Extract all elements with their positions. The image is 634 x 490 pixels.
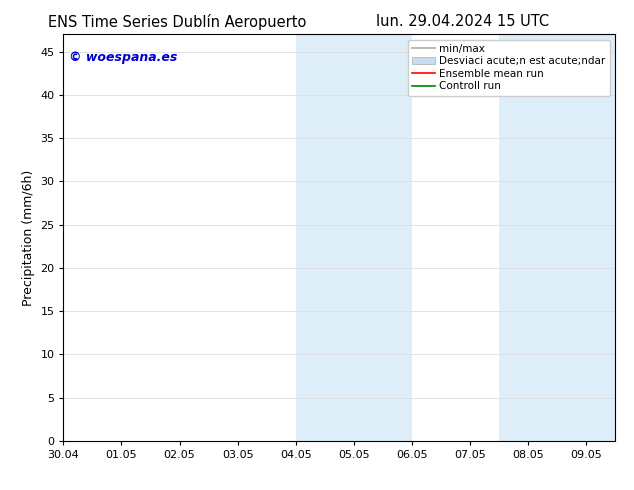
Y-axis label: Precipitation (mm/6h): Precipitation (mm/6h) (22, 170, 35, 306)
Bar (295, 34, 354, 441)
Bar (499, 34, 557, 441)
Text: © woespana.es: © woespana.es (69, 50, 178, 64)
Legend: min/max, Desviaci acute;n est acute;ndar, Ensemble mean run, Controll run: min/max, Desviaci acute;n est acute;ndar… (408, 40, 610, 96)
Text: ENS Time Series Dublín Aeropuerto: ENS Time Series Dublín Aeropuerto (48, 14, 307, 30)
Bar (557, 34, 615, 441)
Text: lun. 29.04.2024 15 UTC: lun. 29.04.2024 15 UTC (376, 14, 550, 29)
Bar (354, 34, 411, 441)
